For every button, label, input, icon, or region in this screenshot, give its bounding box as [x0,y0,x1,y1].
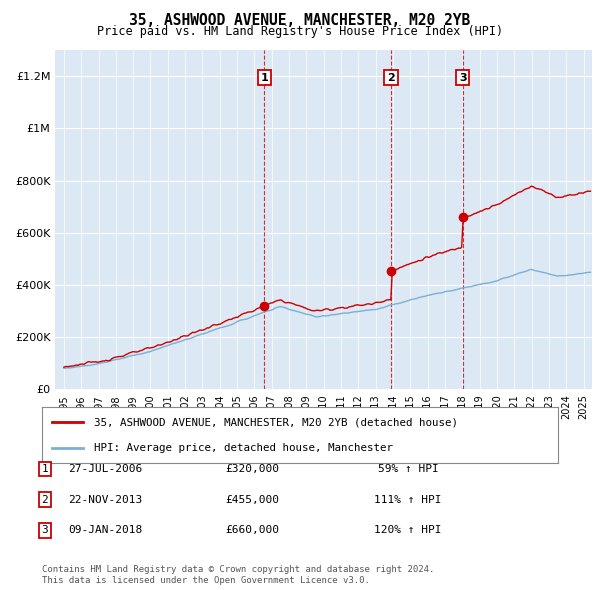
Text: 27-JUL-2006: 27-JUL-2006 [68,464,142,474]
Text: HPI: Average price, detached house, Manchester: HPI: Average price, detached house, Manc… [94,443,392,453]
Text: Contains HM Land Registry data © Crown copyright and database right 2024.
This d: Contains HM Land Registry data © Crown c… [42,565,434,585]
Text: 2: 2 [41,495,49,504]
Text: Price paid vs. HM Land Registry's House Price Index (HPI): Price paid vs. HM Land Registry's House … [97,25,503,38]
Text: 120% ↑ HPI: 120% ↑ HPI [374,526,442,535]
Text: 59% ↑ HPI: 59% ↑ HPI [377,464,439,474]
Text: £455,000: £455,000 [225,495,279,504]
Text: 35, ASHWOOD AVENUE, MANCHESTER, M20 2YB: 35, ASHWOOD AVENUE, MANCHESTER, M20 2YB [130,13,470,28]
Text: £320,000: £320,000 [225,464,279,474]
Text: 3: 3 [459,73,467,83]
Text: 3: 3 [41,526,49,535]
Text: 1: 1 [260,73,268,83]
Text: 35, ASHWOOD AVENUE, MANCHESTER, M20 2YB (detached house): 35, ASHWOOD AVENUE, MANCHESTER, M20 2YB … [94,417,458,427]
Text: 1: 1 [41,464,49,474]
Text: £660,000: £660,000 [225,526,279,535]
Text: 2: 2 [387,73,395,83]
Text: 111% ↑ HPI: 111% ↑ HPI [374,495,442,504]
Text: 22-NOV-2013: 22-NOV-2013 [68,495,142,504]
Text: 09-JAN-2018: 09-JAN-2018 [68,526,142,535]
